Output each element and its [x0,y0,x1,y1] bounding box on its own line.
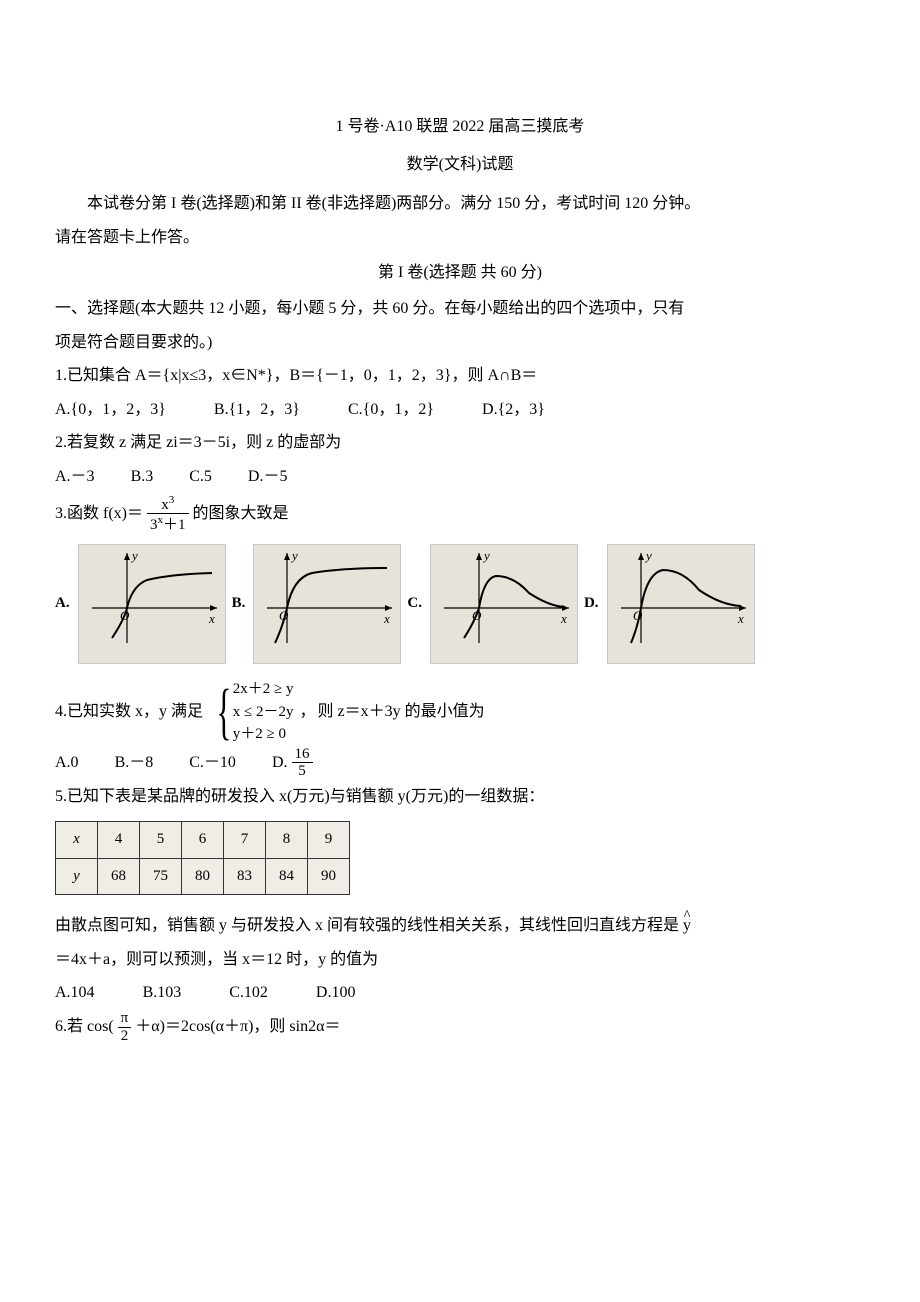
q6-fraction: π 2 [118,1010,132,1044]
q5-x-4: 8 [266,822,308,859]
q5-x-1: 5 [140,822,182,859]
svg-text:y: y [130,548,138,563]
q5-x-label: x [56,822,98,859]
q3-stem-post: 的图象大致是 [193,497,289,531]
q6-den: 2 [118,1027,132,1045]
q5-line3: ＝4x＋a，则可以预测，当 x＝12 时，y 的值为 [55,943,865,977]
q1-opt-b: B.{1，2，3} [214,393,300,427]
q2-opt-d: D.－5 [248,460,288,494]
q4-system: { 2x＋2 ≥ y x ≤ 2－2y y＋2 ≥ 0 [209,678,294,746]
q1-options: A.{0，1，2，3} B.{1，2，3} C.{0，1，2} D.{2，3} [55,393,865,427]
q6-num: π [118,1010,132,1027]
q2-opt-b: B.3 [131,460,154,494]
q4-stem: 4.已知实数 x，y 满足 { 2x＋2 ≥ y x ≤ 2－2y y＋2 ≥ … [55,678,865,746]
svg-text:x: x [560,611,567,626]
q5-stem: 5.已知下表是某品牌的研发投入 x(万元)与销售额 y(万元)的一组数据： [55,780,865,814]
q3-graph-c: O x y [430,544,578,665]
q5-y-2: 80 [182,858,224,895]
q5-line2: 由散点图可知，销售额 y 与研发投入 x 间有较强的线性相关关系，其线性回归直线… [55,909,865,943]
q4-d-pre: D. [272,746,288,780]
exam-subtitle: 数学(文科)试题 [55,148,865,182]
svg-text:y: y [290,548,298,563]
q2-opt-c: C.5 [189,460,212,494]
q3-label-c: C. [407,588,422,620]
q3-num-exp: 3 [169,494,175,506]
q5-line2-pre: 由散点图可知，销售额 y 与研发投入 x 间有较强的线性相关关系，其线性回归直线… [55,917,683,934]
q5-y-0: 68 [98,858,140,895]
instructions-1: 一、选择题(本大题共 12 小题，每小题 5 分，共 60 分。在每小题给出的四… [55,292,865,326]
q4-opt-c: C.－10 [189,746,236,780]
exam-title: 1 号卷·A10 联盟 2022 届高三摸底考 [55,110,865,144]
q6-stem: 6.若 cos( π 2 ＋α)＝2cos(α＋π)，则 sin2α＝ [55,1010,865,1044]
q4-stem-post: 则 z＝x＋3y 的最小值为 [318,695,485,729]
svg-text:y: y [482,548,490,563]
q5-y-3: 83 [224,858,266,895]
q5-x-2: 6 [182,822,224,859]
section1-title: 第 I 卷(选择题 共 60 分) [55,256,865,290]
svg-text:y: y [644,548,652,563]
q5-table: x 4 5 6 7 8 9 y 68 75 80 83 84 90 [55,821,350,895]
q5-x-3: 7 [224,822,266,859]
q3-graphs-row: A. O x y B. O x y C. [55,544,865,665]
q3-den-tail: ＋1 [163,517,186,533]
q5-y-label: y [56,858,98,895]
q6-mid: ＋α)＝2cos(α＋π)，则 sin2α＝ [135,1010,340,1044]
q3-num: x [161,497,169,513]
q4-stem-pre: 4.已知实数 x，y 满足 [55,695,203,729]
q3-label-d: D. [584,588,599,620]
q4-options: A.0 B.－8 C.－10 D. 16 5 [55,746,865,780]
q5-x-0: 4 [98,822,140,859]
q3-graph-a: O x y [78,544,226,665]
q5-opt-b: B.103 [143,976,182,1010]
q2-options: A.－3 B.3 C.5 D.－5 [55,460,865,494]
svg-text:x: x [383,611,390,626]
svg-text:x: x [208,611,215,626]
q2-opt-a: A.－3 [55,460,95,494]
q3-graph-b: O x y [253,544,401,665]
q5-opt-c: C.102 [229,976,268,1010]
q6-pre: 6.若 cos( [55,1010,114,1044]
q5-options: A.104 B.103 C.102 D.100 [55,976,865,1010]
svg-text:x: x [737,611,744,626]
q3-stem: 3.函数 f(x)＝ x3 3x＋1 的图象大致是 [55,494,865,534]
exam-intro-1: 本试卷分第 I 卷(选择题)和第 II 卷(非选择题)两部分。满分 150 分，… [55,187,865,221]
q4-c2: x ≤ 2－2y [233,701,294,724]
table-row: y 68 75 80 83 84 90 [56,858,350,895]
q5-yhat: y [683,909,691,943]
q5-y-5: 90 [308,858,350,895]
q1-opt-c: C.{0，1，2} [348,393,434,427]
q3-stem-pre: 3.函数 f(x)＝ [55,497,143,531]
q5-opt-a: A.104 [55,976,95,1010]
q5-opt-d: D.100 [316,976,356,1010]
instructions-2: 项是符合题目要求的。) [55,326,865,360]
q5-y-1: 75 [140,858,182,895]
exam-intro-2: 请在答题卡上作答。 [55,221,865,255]
q4-d-den: 5 [292,762,313,780]
q5-x-5: 9 [308,822,350,859]
q4-c3: y＋2 ≥ 0 [233,723,294,746]
table-row: x 4 5 6 7 8 9 [56,822,350,859]
q4-d-num: 16 [292,746,313,763]
q4-comma: ， [300,695,316,729]
q1-opt-a: A.{0，1，2，3} [55,393,166,427]
q5-y-4: 84 [266,858,308,895]
q3-den-base: 3 [150,517,158,533]
q4-c1: 2x＋2 ≥ y [233,678,294,701]
q3-graph-d: O x y [607,544,755,665]
q1-opt-d: D.{2，3} [482,393,545,427]
brace-icon: { [216,681,231,743]
q1-stem: 1.已知集合 A＝{x|x≤3，x∈N*}，B＝{－1，0，1，2，3}，则 A… [55,359,865,393]
q3-label-a: A. [55,588,70,620]
q4-opt-d: D. 16 5 [272,746,315,780]
q3-fraction: x3 3x＋1 [147,494,189,534]
q4-opt-a: A.0 [55,746,79,780]
q4-opt-b: B.－8 [115,746,154,780]
q3-label-b: B. [232,588,246,620]
q2-stem: 2.若复数 z 满足 zi＝3－5i，则 z 的虚部为 [55,426,865,460]
